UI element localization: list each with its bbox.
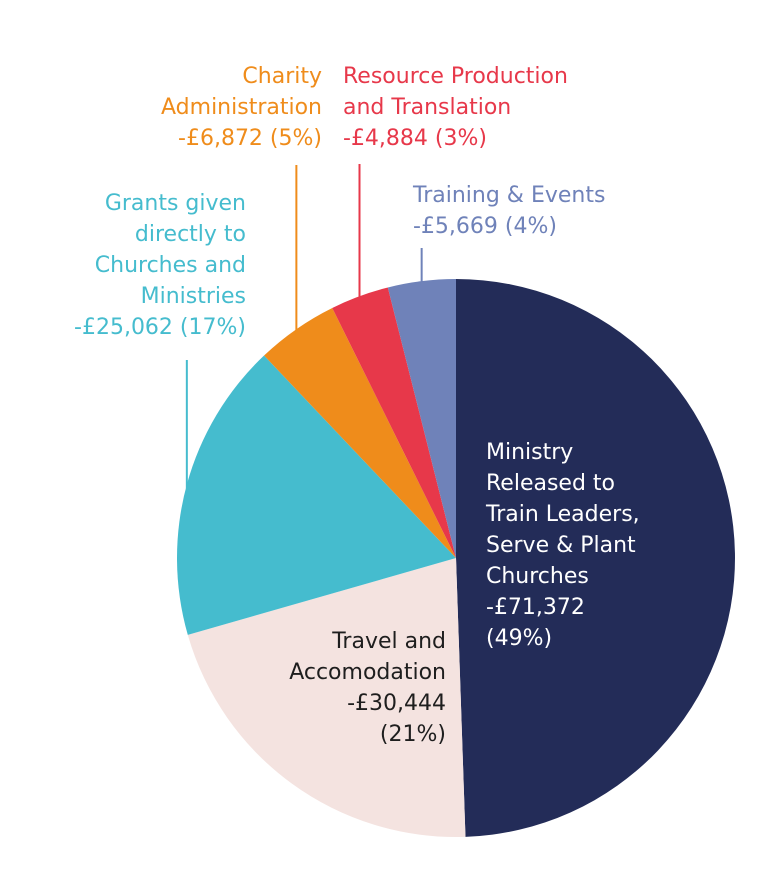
label-line: Accomodation	[289, 660, 446, 685]
label-line: Released to	[486, 471, 616, 496]
label-ministry: Ministry Released to Train Leaders, Serv…	[486, 437, 640, 654]
label-line: Churches	[486, 564, 589, 589]
label-line: Resource Production	[343, 64, 568, 89]
label-charity: Charity Administration -£6,872 (5%)	[161, 61, 322, 154]
slice-charity	[264, 307, 456, 558]
label-line: and Translation	[343, 95, 512, 120]
label-line: Administration	[161, 95, 322, 120]
label-grants: Grants given directly to Churches and Mi…	[74, 188, 246, 343]
label-line: -£25,062 (17%)	[74, 315, 246, 340]
label-line: Serve & Plant	[486, 533, 636, 558]
slice-travel	[187, 558, 466, 837]
label-line: -£71,372	[486, 595, 585, 620]
label-line: -£4,884 (3%)	[343, 126, 487, 151]
label-line: -£5,669 (4%)	[413, 214, 557, 239]
label-line: Ministries	[140, 284, 246, 309]
slice-resource	[332, 287, 456, 558]
label-line: -£30,444	[347, 691, 446, 716]
slice-ministry	[456, 279, 735, 837]
label-training: Training & Events -£5,669 (4%)	[413, 180, 605, 242]
label-line: Ministry	[486, 440, 574, 465]
slice-grants	[176, 355, 456, 635]
leader-lines	[185, 164, 423, 489]
label-line: Travel and	[332, 629, 446, 654]
label-line: Charity	[242, 64, 322, 89]
slice-training	[387, 279, 456, 558]
label-line: Churches and	[94, 253, 246, 278]
label-line: Training & Events	[413, 183, 606, 208]
label-line: -£6,872 (5%)	[178, 126, 322, 151]
label-line: (21%)	[379, 722, 446, 747]
label-line: (49%)	[486, 626, 553, 651]
label-resource: Resource Production and Translation -£4,…	[343, 61, 568, 154]
label-line: Train Leaders,	[486, 502, 640, 527]
label-line: Grants given	[104, 191, 246, 216]
label-travel: Travel and Accomodation -£30,444 (21%)	[289, 626, 446, 750]
pie-slices	[176, 279, 735, 837]
label-line: directly to	[134, 222, 246, 247]
